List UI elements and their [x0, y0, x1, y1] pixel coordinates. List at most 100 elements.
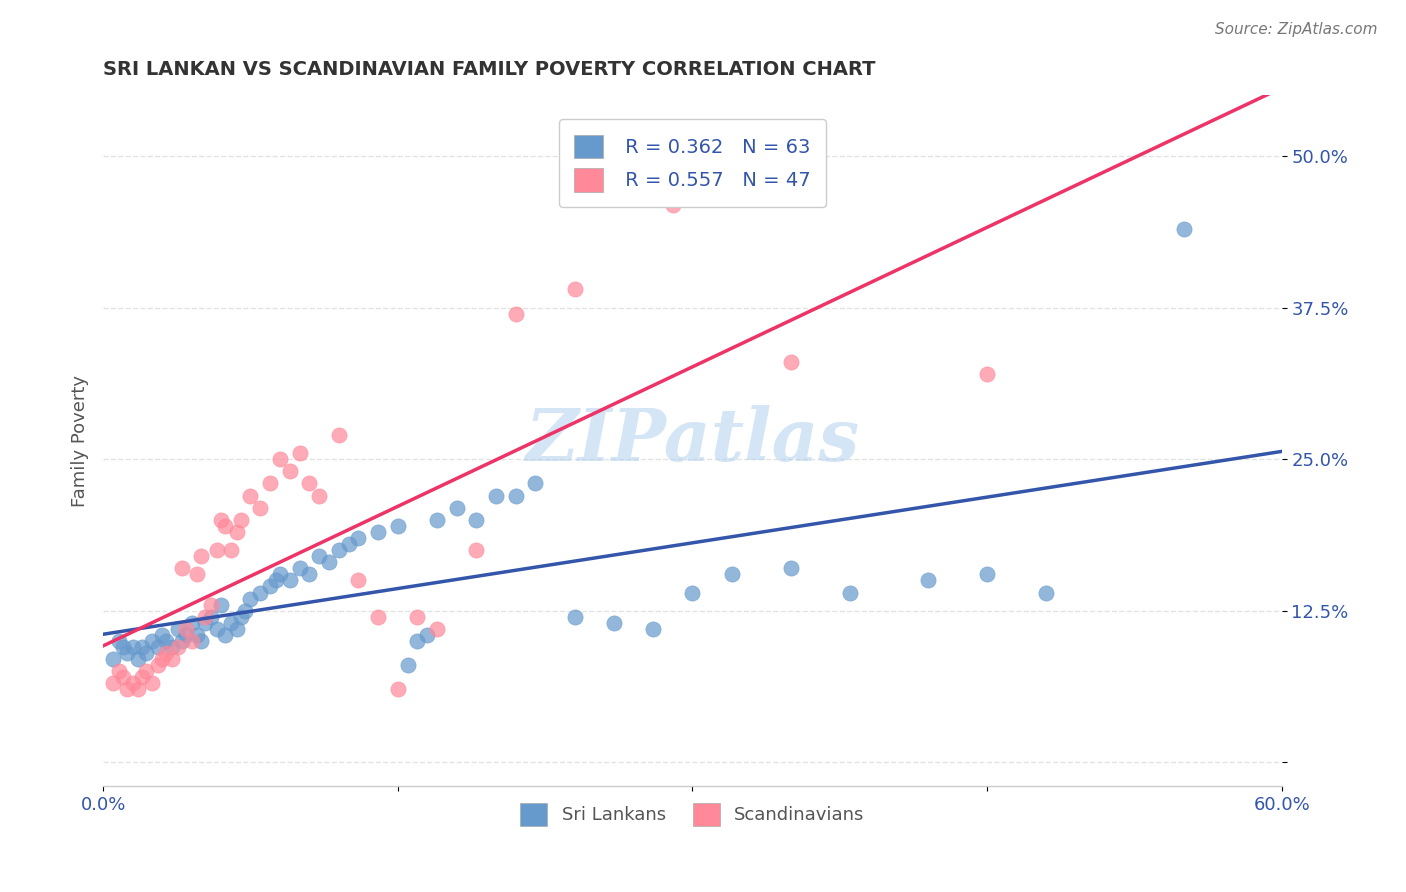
Text: ZIPatlas: ZIPatlas: [526, 406, 859, 476]
Point: [288, 446, 311, 460]
Point: [190, 549, 212, 563]
Point: [662, 197, 685, 211]
Point: [150, 628, 173, 642]
Point: [308, 489, 330, 503]
Point: [328, 428, 350, 442]
Point: [219, 543, 242, 558]
Point: [249, 500, 271, 515]
Point: [347, 531, 370, 545]
Point: [205, 543, 228, 558]
Point: [205, 622, 228, 636]
Point: [219, 615, 242, 630]
Point: [111, 670, 134, 684]
Point: [976, 567, 998, 582]
Point: [115, 646, 138, 660]
Point: [239, 489, 262, 503]
Point: [564, 609, 586, 624]
Point: [347, 574, 370, 588]
Point: [131, 640, 153, 654]
Point: [264, 574, 287, 588]
Point: [108, 634, 131, 648]
Point: [214, 518, 236, 533]
Point: [917, 574, 939, 588]
Point: [127, 682, 149, 697]
Point: [976, 368, 998, 382]
Point: [229, 609, 252, 624]
Point: [416, 628, 439, 642]
Point: [209, 598, 232, 612]
Point: [225, 622, 247, 636]
Text: SRI LANKAN VS SCANDINAVIAN FAMILY POVERTY CORRELATION CHART: SRI LANKAN VS SCANDINAVIAN FAMILY POVERT…: [103, 60, 876, 78]
Point: [166, 622, 188, 636]
Point: [141, 676, 163, 690]
Point: [209, 513, 232, 527]
Point: [406, 609, 429, 624]
Point: [259, 579, 281, 593]
Point: [111, 640, 134, 654]
Point: [1035, 585, 1057, 599]
Point: [426, 513, 449, 527]
Point: [367, 609, 389, 624]
Point: [146, 658, 169, 673]
Point: [681, 585, 703, 599]
Point: [465, 543, 488, 558]
Point: [166, 640, 188, 654]
Point: [180, 615, 202, 630]
Point: [278, 464, 301, 478]
Point: [308, 549, 330, 563]
Point: [1173, 221, 1195, 235]
Point: [603, 615, 626, 630]
Point: [387, 518, 409, 533]
Point: [426, 622, 449, 636]
Point: [446, 500, 468, 515]
Point: [288, 561, 311, 575]
Point: [127, 652, 149, 666]
Point: [101, 652, 124, 666]
Point: [194, 615, 217, 630]
Point: [160, 640, 183, 654]
Text: Source: ZipAtlas.com: Source: ZipAtlas.com: [1215, 22, 1378, 37]
Point: [150, 652, 173, 666]
Point: [564, 282, 586, 296]
Point: [779, 561, 801, 575]
Point: [465, 513, 488, 527]
Point: [186, 628, 208, 642]
Point: [121, 640, 143, 654]
Point: [387, 682, 409, 697]
Point: [200, 598, 222, 612]
Point: [170, 561, 193, 575]
Point: [406, 634, 429, 648]
Point: [720, 567, 742, 582]
Point: [298, 476, 321, 491]
Point: [643, 622, 665, 636]
Point: [135, 665, 157, 679]
Point: [155, 646, 177, 660]
Point: [190, 634, 212, 648]
Point: [779, 355, 801, 369]
Point: [233, 604, 256, 618]
Point: [505, 307, 527, 321]
Point: [318, 555, 340, 569]
Point: [141, 634, 163, 648]
Point: [278, 574, 301, 588]
Point: [259, 476, 281, 491]
Point: [249, 585, 271, 599]
Point: [174, 622, 197, 636]
Point: [121, 676, 143, 690]
Point: [229, 513, 252, 527]
Point: [146, 640, 169, 654]
Point: [131, 670, 153, 684]
Point: [485, 489, 508, 503]
Point: [328, 543, 350, 558]
Point: [186, 567, 208, 582]
Point: [838, 585, 860, 599]
Point: [180, 634, 202, 648]
Point: [174, 628, 197, 642]
Point: [170, 634, 193, 648]
Y-axis label: Family Poverty: Family Poverty: [72, 375, 89, 507]
Point: [101, 676, 124, 690]
Point: [337, 537, 360, 551]
Point: [225, 524, 247, 539]
Point: [155, 634, 177, 648]
Point: [194, 609, 217, 624]
